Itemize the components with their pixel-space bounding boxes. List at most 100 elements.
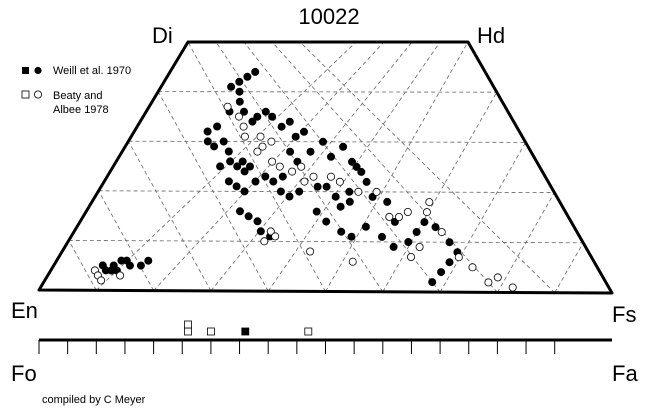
data-point-weill: [437, 268, 446, 277]
data-point-beaty: [468, 263, 477, 272]
data-point-weill: [445, 258, 454, 267]
olivine-point-beaty: [184, 327, 192, 336]
data-point-beaty: [300, 177, 309, 186]
axis-label-fo: Fo: [11, 361, 37, 386]
data-point-beaty: [288, 167, 297, 176]
legend-label-beaty-line1: Beaty and: [53, 90, 103, 102]
data-point-weill: [285, 117, 294, 126]
grid-line-horizontal: [98, 190, 555, 194]
corner-label-en: En: [11, 298, 38, 323]
data-point-weill: [261, 172, 270, 181]
data-point-beaty: [385, 212, 394, 221]
grid-line-diagonal: [128, 141, 212, 292]
data-point-weill: [233, 162, 242, 171]
data-point-weill: [227, 82, 236, 91]
data-point-weill: [244, 212, 253, 221]
grid-line-diagonal: [187, 41, 326, 292]
data-point-beaty: [306, 247, 315, 256]
olivine-point-beaty: [304, 327, 313, 336]
grid-line-diagonal: [96, 41, 357, 291]
data-point-weill: [306, 147, 315, 156]
data-point-beaty: [275, 162, 284, 171]
data-point-beaty: [234, 112, 243, 121]
data-point-weill: [210, 142, 219, 151]
data-point-beaty: [425, 198, 434, 207]
data-point-beaty: [116, 271, 125, 280]
data-point-weill: [203, 137, 212, 146]
data-point-weill: [224, 147, 233, 156]
grid-line-diagonal: [325, 41, 469, 292]
data-point-weill: [347, 232, 356, 241]
data-point-beaty: [354, 187, 363, 196]
data-point-beaty: [223, 102, 232, 111]
data-point-beaty: [256, 132, 265, 141]
data-point-weill: [203, 127, 212, 136]
data-point-weill: [216, 162, 225, 171]
data-point-weill: [362, 177, 371, 186]
grid-line-diagonal: [299, 41, 555, 293]
data-point-weill: [251, 67, 260, 76]
data-point-beaty: [266, 227, 275, 236]
data-point-weill: [235, 87, 244, 96]
data-point-weill: [389, 242, 398, 251]
data-point-weill: [431, 223, 440, 232]
data-point-weill: [277, 122, 286, 131]
data-point-weill: [256, 227, 265, 236]
legend-label-beaty-line2: Albee 1978: [53, 104, 109, 116]
data-point-weill: [268, 112, 277, 121]
corner-label-fs: Fs: [612, 302, 636, 327]
data-point-weill: [322, 217, 331, 226]
data-point-beaty: [253, 147, 262, 156]
data-point-beaty: [267, 137, 276, 146]
data-point-weill: [291, 132, 300, 141]
data-point-weill: [361, 222, 370, 231]
data-point-beaty: [406, 252, 415, 261]
grid-line-diagonal: [382, 92, 498, 292]
quadrilateral-frame: [37, 40, 614, 295]
data-point-beaty: [403, 207, 412, 216]
data-point-weill: [336, 202, 345, 211]
data-point-weill: [251, 177, 260, 186]
legend-open-circle-marker: [34, 90, 43, 99]
grid-line-horizontal: [128, 140, 526, 143]
data-point-weill: [318, 137, 327, 146]
data-point-weill: [337, 227, 346, 236]
data-point-beaty: [454, 253, 463, 262]
data-point-weill: [286, 147, 295, 156]
data-point-weill: [404, 237, 413, 246]
data-point-beaty: [309, 172, 318, 181]
data-point-weill: [240, 167, 249, 176]
data-point-beaty: [484, 278, 493, 287]
data-markers: [90, 67, 517, 292]
grid-line-diagonal: [497, 192, 555, 293]
data-point-weill: [219, 137, 228, 146]
olivine-point-beaty: [206, 327, 215, 336]
chart-title: 10022: [298, 4, 359, 29]
data-point-weill: [312, 207, 321, 216]
data-point-weill: [107, 266, 116, 275]
data-point-weill: [412, 227, 421, 236]
data-point-weill: [278, 172, 287, 181]
data-point-weill: [144, 256, 153, 265]
grid-line-diagonal: [157, 91, 269, 292]
legend-open-square-marker: [21, 90, 30, 99]
grid-line-diagonal: [153, 41, 385, 291]
legend: Weill et al. 1970 Beaty and Albee 1978: [21, 65, 131, 116]
data-point-weill: [285, 192, 294, 201]
data-point-weill: [235, 97, 244, 106]
olivine-axis-ticks: [38, 340, 556, 354]
data-point-beaty: [372, 187, 381, 196]
data-point-weill: [136, 261, 145, 270]
grid-line-horizontal: [68, 239, 584, 244]
data-point-weill: [232, 182, 241, 191]
data-point-weill: [245, 162, 254, 171]
data-point-beaty: [394, 212, 403, 221]
data-point-weill: [420, 218, 429, 227]
data-point-weill: [295, 187, 304, 196]
data-point-weill: [345, 197, 354, 206]
data-point-weill: [347, 157, 356, 166]
corner-label-di: Di: [152, 23, 173, 48]
data-point-beaty: [493, 273, 502, 282]
data-point-beaty: [297, 162, 306, 171]
